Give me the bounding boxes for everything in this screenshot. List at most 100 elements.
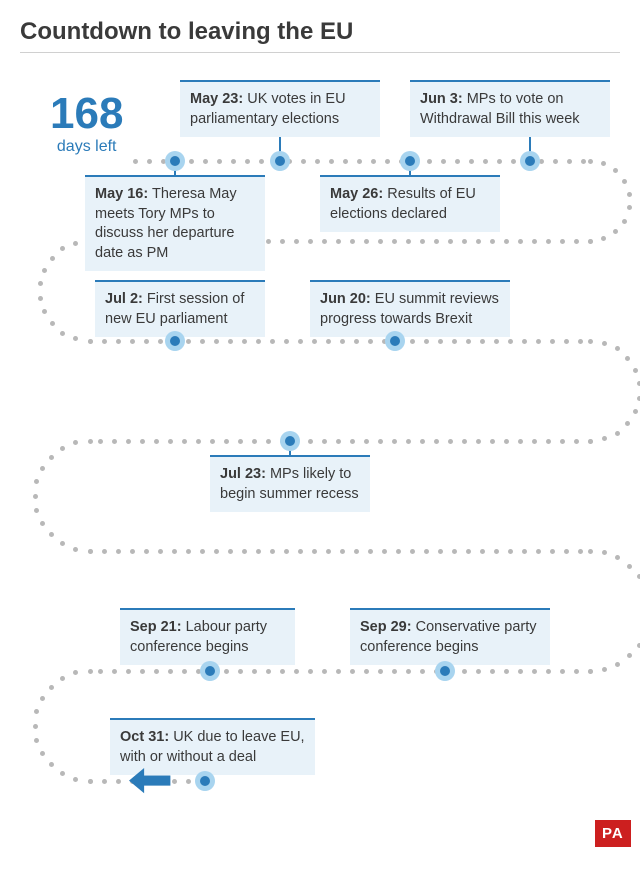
- path-dot: [158, 339, 163, 344]
- path-dot: [172, 779, 177, 784]
- path-dot: [49, 455, 54, 460]
- arrow-left-icon: [129, 768, 170, 793]
- timeline-node: [195, 771, 215, 791]
- path-dot: [627, 564, 632, 569]
- path-dot: [42, 309, 47, 314]
- path-dot: [270, 549, 275, 554]
- path-dot: [574, 239, 579, 244]
- path-dot: [452, 339, 457, 344]
- path-dot: [133, 159, 138, 164]
- path-dot: [88, 439, 93, 444]
- timeline-node: [280, 431, 300, 451]
- path-dot: [625, 421, 630, 426]
- path-dot: [196, 439, 201, 444]
- path-dot: [224, 669, 229, 674]
- path-dot: [210, 439, 215, 444]
- path-dot: [154, 439, 159, 444]
- path-dot: [494, 549, 499, 554]
- path-dot: [228, 549, 233, 554]
- path-dot: [40, 696, 45, 701]
- path-dot: [126, 439, 131, 444]
- path-dot: [476, 239, 481, 244]
- path-dot: [144, 339, 149, 344]
- path-dot: [532, 439, 537, 444]
- event-date: Sep 29:: [360, 619, 412, 635]
- path-dot: [378, 439, 383, 444]
- path-dot: [60, 331, 65, 336]
- path-dot: [60, 771, 65, 776]
- path-dot: [266, 669, 271, 674]
- path-dot: [49, 685, 54, 690]
- path-dot: [427, 159, 432, 164]
- counter-label: days left: [50, 138, 123, 156]
- path-dot: [615, 346, 620, 351]
- path-dot: [371, 159, 376, 164]
- path-dot: [518, 669, 523, 674]
- path-dot: [73, 670, 78, 675]
- path-dot: [168, 669, 173, 674]
- path-dot: [410, 549, 415, 554]
- path-dot: [522, 549, 527, 554]
- path-dot: [613, 229, 618, 234]
- path-dot: [294, 669, 299, 674]
- timeline-node: [270, 151, 290, 171]
- path-dot: [224, 439, 229, 444]
- path-dot: [322, 669, 327, 674]
- path-dot: [33, 724, 38, 729]
- path-dot: [578, 339, 583, 344]
- path-dot: [420, 669, 425, 674]
- path-dot: [494, 339, 499, 344]
- path-dot: [112, 669, 117, 674]
- path-dot: [130, 339, 135, 344]
- event-date: May 16:: [95, 186, 148, 202]
- path-dot: [326, 549, 331, 554]
- path-dot: [329, 159, 334, 164]
- path-dot: [298, 549, 303, 554]
- path-dot: [434, 439, 439, 444]
- path-dot: [364, 669, 369, 674]
- path-dot: [34, 709, 39, 714]
- path-dot: [560, 439, 565, 444]
- path-dot: [308, 239, 313, 244]
- timeline-node: [165, 331, 185, 351]
- path-dot: [252, 669, 257, 674]
- event-card: Jul 2: First session of new EU parliamen…: [95, 280, 265, 337]
- path-dot: [438, 549, 443, 554]
- path-dot: [581, 159, 586, 164]
- path-dot: [448, 239, 453, 244]
- timeline-node: [400, 151, 420, 171]
- path-dot: [214, 549, 219, 554]
- event-date: Oct 31:: [120, 729, 169, 745]
- path-dot: [455, 159, 460, 164]
- path-dot: [615, 555, 620, 560]
- path-dot: [633, 368, 638, 373]
- path-dot: [622, 219, 627, 224]
- path-dot: [102, 779, 107, 784]
- path-dot: [382, 549, 387, 554]
- path-dot: [214, 339, 219, 344]
- path-dot: [560, 239, 565, 244]
- source-logo: PA: [595, 820, 631, 847]
- event-date: Jul 23:: [220, 466, 266, 482]
- path-dot: [186, 549, 191, 554]
- path-dot: [116, 549, 121, 554]
- event-date: Jul 2:: [105, 291, 143, 307]
- path-dot: [567, 159, 572, 164]
- event-card: May 23: UK votes in EU parliamentary ele…: [180, 80, 380, 137]
- path-dot: [60, 246, 65, 251]
- path-dot: [343, 159, 348, 164]
- path-dot: [476, 439, 481, 444]
- path-dot: [424, 549, 429, 554]
- path-dot: [49, 762, 54, 767]
- path-dot: [483, 159, 488, 164]
- path-dot: [102, 549, 107, 554]
- path-dot: [508, 549, 513, 554]
- timeline-node: [435, 661, 455, 681]
- event-card: Oct 31: UK due to leave EU, with or with…: [110, 718, 315, 775]
- path-dot: [203, 159, 208, 164]
- path-dot: [34, 738, 39, 743]
- path-dot: [518, 439, 523, 444]
- path-dot: [322, 439, 327, 444]
- path-dot: [144, 549, 149, 554]
- path-dot: [536, 549, 541, 554]
